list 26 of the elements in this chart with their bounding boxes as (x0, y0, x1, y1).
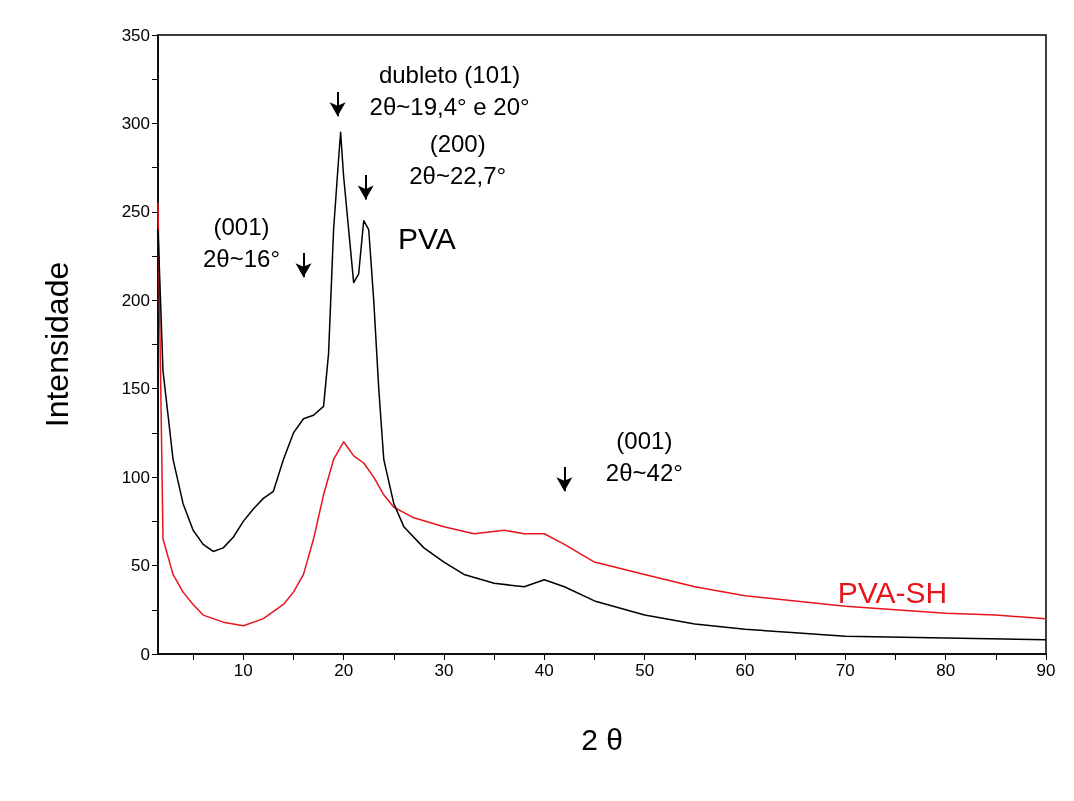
x-tick-label: 20 (334, 661, 354, 680)
series-label: PVA-SH (837, 575, 948, 609)
x-tick-label: 90 (1036, 661, 1056, 680)
y-tick-label: 250 (121, 202, 150, 222)
x-tick-label: 10 (233, 661, 253, 680)
line-series (157, 202, 1047, 627)
annotation: (001) 2θ~42° (605, 426, 683, 486)
series-label: PVA (398, 221, 456, 255)
y-axis-title: Intensidade (39, 261, 75, 428)
y-tick-label: 0 (140, 644, 150, 664)
x-tick-label: 40 (534, 661, 554, 680)
y-tick-label: 150 (121, 379, 150, 399)
y-tick-label: 100 (121, 467, 150, 487)
y-tick-label: 200 (121, 290, 150, 310)
annotation: dubleto (101) 2θ~19,4° e 20° (369, 60, 530, 120)
annotation: (001) 2θ~16° (202, 212, 280, 272)
x-tick-label: 60 (735, 661, 755, 680)
annotation: (200) 2θ~22,7° (409, 129, 507, 189)
y-tick-label: 350 (121, 25, 150, 45)
x-axis-title: 2 θ (581, 722, 623, 756)
x-tick-label: 80 (936, 661, 956, 680)
x-tick-label: 50 (635, 661, 655, 680)
y-tick-label: 300 (121, 113, 150, 133)
x-tick-label: 30 (434, 661, 454, 680)
x-tick-label: 70 (835, 661, 855, 680)
y-tick-label: 50 (131, 556, 150, 576)
